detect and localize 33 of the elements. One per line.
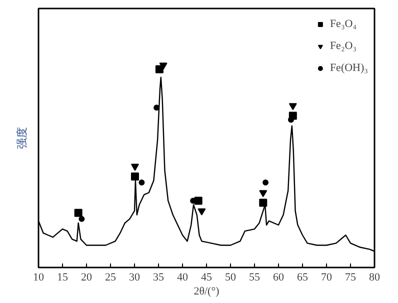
point	[198, 208, 206, 216]
x-tick-label: 70	[321, 272, 332, 284]
x-tick-label: 35	[153, 272, 164, 284]
x-tick-label: 80	[369, 272, 380, 284]
x-tick-label: 50	[225, 272, 236, 284]
point	[262, 180, 269, 186]
x-tick-label: 20	[81, 272, 92, 284]
point	[154, 104, 160, 111]
x-tick-label: 65	[297, 272, 308, 284]
x-axis-title: 2θ/(°)	[194, 286, 220, 298]
x-tick-label: 75	[345, 272, 356, 284]
x-tick-label: 55	[249, 272, 260, 284]
legend-label: Fe(OH)₃	[330, 62, 368, 74]
point	[194, 196, 202, 205]
x-tick-label: 15	[57, 272, 68, 284]
point	[259, 190, 268, 198]
x-tick-label: 10	[33, 272, 44, 284]
y-axis-title: 强度	[16, 127, 28, 149]
legend-label: Fe₃O₄	[330, 18, 357, 30]
x-tick-label: 45	[201, 272, 212, 284]
x-tick-label: 25	[105, 272, 116, 284]
point	[138, 180, 145, 186]
point	[159, 62, 168, 70]
point	[130, 164, 139, 171]
legend-label: Fe₂O₃	[330, 40, 357, 52]
x-tick-label: 60	[273, 272, 284, 284]
x-tick-label: 40	[177, 272, 188, 284]
point	[78, 216, 85, 222]
point	[130, 172, 139, 180]
point	[259, 198, 268, 207]
point	[288, 103, 297, 110]
point	[74, 208, 82, 217]
x-tick-label: 30	[129, 272, 140, 284]
